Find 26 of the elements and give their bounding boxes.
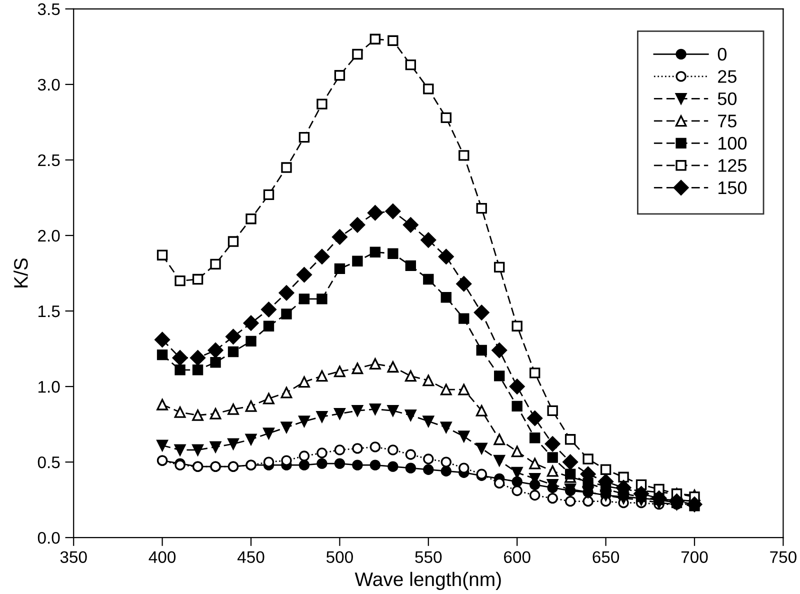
y-tick-label: 1.5	[38, 306, 60, 318]
legend-label: 125	[718, 159, 747, 172]
legend-label: 0	[718, 48, 726, 61]
legend-label: 75	[718, 114, 736, 128]
y-tick-label: 0.5	[38, 456, 60, 468]
x-tick-label: 350	[60, 551, 87, 564]
x-tick-label: 400	[148, 551, 176, 564]
y-tick-label: 2.5	[38, 154, 60, 166]
x-tick-label: 600	[504, 551, 530, 564]
legend-label: 25	[718, 70, 736, 83]
y-tick-label: 2.0	[38, 230, 60, 242]
x-tick-label: 650	[592, 551, 620, 564]
x-axis-title: Wave length(nm)	[354, 572, 501, 590]
y-tick-label: 1.0	[38, 380, 60, 393]
legend-label: 100	[718, 136, 747, 150]
y-tick-label: 3.0	[38, 78, 60, 91]
x-tick-label: 450	[237, 551, 264, 564]
x-tick-label: 750	[770, 551, 796, 564]
x-tick-label: 700	[681, 551, 708, 564]
y-tick-label: 0.0	[38, 532, 60, 544]
y-tick-label: 3.5	[38, 3, 60, 16]
x-tick-label: 550	[415, 551, 442, 564]
legend-label: 150	[718, 181, 747, 194]
x-tick-label: 500	[326, 551, 353, 564]
legend-label: 50	[718, 92, 737, 106]
y-axis-title: K/S	[14, 258, 28, 288]
